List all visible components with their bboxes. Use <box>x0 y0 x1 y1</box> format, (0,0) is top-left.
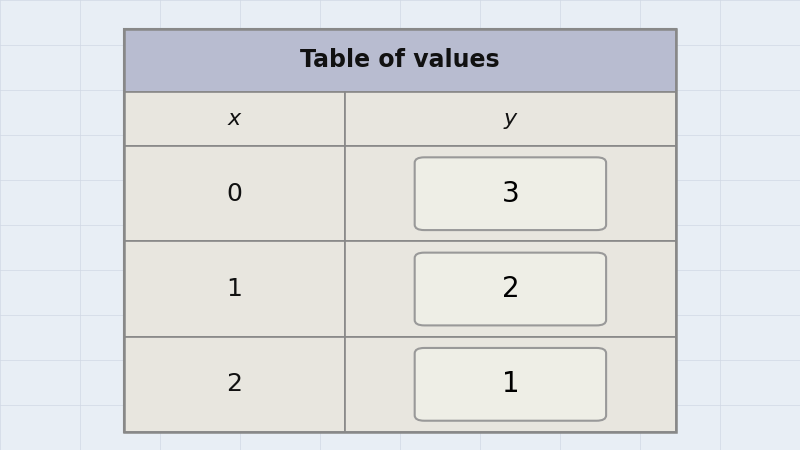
Text: 3: 3 <box>502 180 519 208</box>
Bar <box>124 29 676 432</box>
Bar <box>124 29 676 432</box>
Text: y: y <box>504 109 517 129</box>
Bar <box>345 92 676 146</box>
Bar <box>124 29 676 92</box>
Text: 1: 1 <box>502 370 519 398</box>
Text: x: x <box>228 109 241 129</box>
Bar <box>124 241 345 337</box>
Bar <box>345 337 676 432</box>
Bar <box>124 146 345 241</box>
Text: 1: 1 <box>226 277 242 301</box>
FancyBboxPatch shape <box>414 348 606 421</box>
Bar <box>345 146 676 241</box>
FancyBboxPatch shape <box>414 252 606 325</box>
Text: Table of values: Table of values <box>300 49 500 72</box>
Bar <box>124 337 345 432</box>
Text: 2: 2 <box>502 275 519 303</box>
Bar <box>124 92 345 146</box>
Text: 2: 2 <box>226 372 242 396</box>
Bar <box>345 241 676 337</box>
Text: 0: 0 <box>226 182 242 206</box>
FancyBboxPatch shape <box>414 158 606 230</box>
